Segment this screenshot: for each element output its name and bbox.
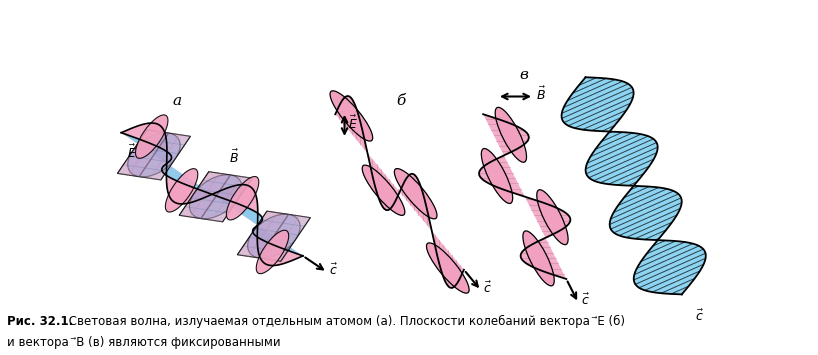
Polygon shape — [139, 133, 191, 180]
Text: б: б — [396, 94, 406, 108]
Text: а: а — [173, 94, 182, 108]
Polygon shape — [634, 240, 681, 294]
Text: Рис. 32.1.: Рис. 32.1. — [7, 315, 73, 328]
Polygon shape — [118, 130, 191, 180]
Polygon shape — [162, 164, 212, 194]
Ellipse shape — [165, 169, 198, 212]
Polygon shape — [179, 172, 231, 219]
Ellipse shape — [523, 231, 555, 286]
Polygon shape — [118, 130, 169, 177]
Polygon shape — [128, 133, 180, 177]
Polygon shape — [179, 172, 252, 222]
Polygon shape — [520, 238, 566, 279]
Text: $\vec{B}$: $\vec{B}$ — [537, 86, 546, 103]
Text: $\vec{E}$: $\vec{E}$ — [348, 115, 357, 132]
Polygon shape — [190, 175, 242, 219]
Polygon shape — [483, 114, 528, 155]
Polygon shape — [257, 225, 303, 266]
Ellipse shape — [362, 165, 405, 215]
Polygon shape — [237, 211, 310, 261]
Polygon shape — [524, 197, 570, 238]
Polygon shape — [212, 185, 258, 225]
Text: $\vec{c}$: $\vec{c}$ — [581, 293, 590, 308]
Polygon shape — [121, 123, 167, 164]
Ellipse shape — [256, 230, 289, 274]
Text: $\vec{c}$: $\vec{c}$ — [483, 280, 492, 296]
Polygon shape — [335, 96, 367, 153]
Polygon shape — [658, 240, 706, 294]
Polygon shape — [248, 214, 300, 258]
Polygon shape — [586, 77, 634, 132]
Polygon shape — [609, 186, 658, 240]
Polygon shape — [609, 132, 658, 186]
Polygon shape — [253, 225, 303, 256]
Ellipse shape — [495, 107, 527, 162]
Polygon shape — [479, 155, 524, 197]
Polygon shape — [201, 175, 252, 222]
Text: $\vec{B}$: $\vec{B}$ — [229, 149, 239, 166]
Polygon shape — [399, 174, 432, 231]
Polygon shape — [237, 211, 289, 258]
Ellipse shape — [481, 148, 513, 203]
Ellipse shape — [330, 91, 373, 141]
Ellipse shape — [227, 176, 258, 220]
Text: Световая волна, излучаемая отдельным атомом (а). Плоскости колебаний вектора  ⃗E: Световая волна, излучаемая отдельным ато… — [65, 315, 626, 328]
Text: в: в — [519, 68, 528, 82]
Polygon shape — [634, 186, 681, 240]
Polygon shape — [586, 132, 634, 186]
Ellipse shape — [537, 190, 569, 245]
Polygon shape — [121, 133, 172, 164]
Ellipse shape — [426, 243, 470, 293]
Polygon shape — [259, 214, 310, 261]
Polygon shape — [367, 153, 399, 210]
Text: $\vec{c}$: $\vec{c}$ — [695, 309, 704, 324]
Ellipse shape — [136, 115, 168, 158]
Polygon shape — [166, 164, 212, 204]
Polygon shape — [212, 194, 263, 225]
Text: $\vec{E}$: $\vec{E}$ — [128, 144, 137, 161]
Text: и вектора  ⃗B (в) являются фиксированными: и вектора ⃗B (в) являются фиксированными — [7, 335, 281, 349]
Text: $\vec{c}$: $\vec{c}$ — [330, 262, 339, 278]
Polygon shape — [561, 77, 609, 132]
Polygon shape — [432, 231, 464, 288]
Ellipse shape — [394, 169, 437, 219]
